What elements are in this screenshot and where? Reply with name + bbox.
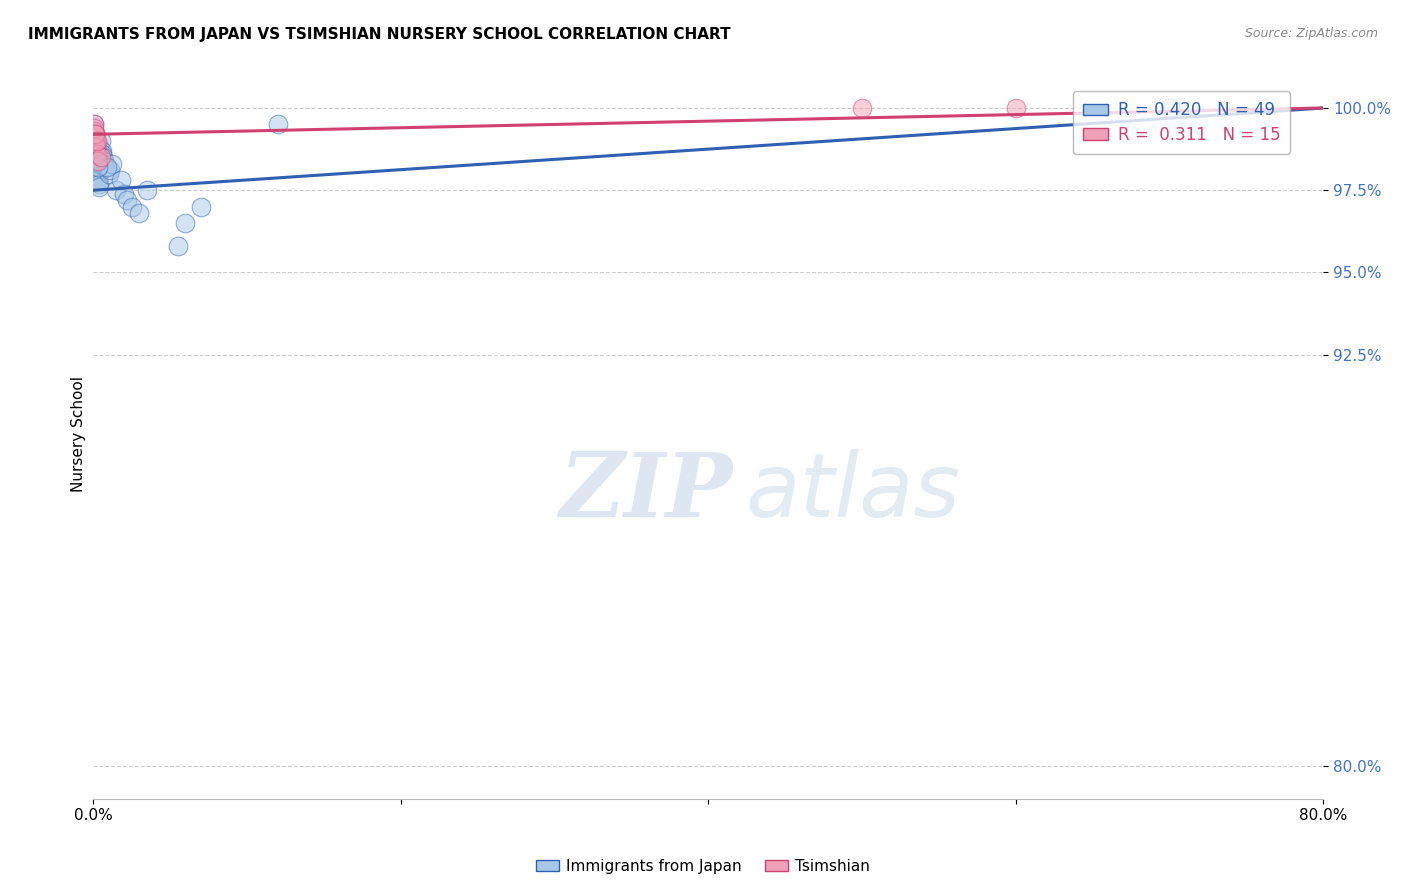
Point: [86, 147, 108, 161]
Point: [87, 170, 110, 185]
Y-axis label: Nursery School: Nursery School: [72, 376, 86, 491]
Point: [84, 140, 107, 154]
Point: [84, 134, 107, 148]
Point: [89, 157, 111, 171]
Point: [166, 239, 188, 253]
Legend: R = 0.420   N = 49, R =  0.311   N = 15: R = 0.420 N = 49, R = 0.311 N = 15: [1073, 92, 1291, 154]
Point: [84, 128, 107, 142]
Point: [87, 153, 110, 168]
Point: [86, 157, 108, 171]
Point: [190, 200, 212, 214]
Point: [174, 216, 197, 230]
Point: [121, 200, 143, 214]
Text: IMMIGRANTS FROM JAPAN VS TSIMSHIAN NURSERY SCHOOL CORRELATION CHART: IMMIGRANTS FROM JAPAN VS TSIMSHIAN NURSE…: [28, 27, 731, 42]
Point: [86, 153, 108, 168]
Point: [267, 118, 290, 132]
Point: [84, 150, 107, 164]
Point: [83, 130, 105, 145]
Text: ZIP: ZIP: [560, 449, 733, 535]
Point: [1159, 101, 1181, 115]
Point: [87, 177, 110, 191]
Point: [86, 163, 108, 178]
Point: [89, 140, 111, 154]
Text: atlas: atlas: [745, 449, 960, 535]
Point: [89, 150, 111, 164]
Legend: Immigrants from Japan, Tsimshian: Immigrants from Japan, Tsimshian: [530, 853, 876, 880]
Point: [83, 118, 105, 132]
Point: [86, 167, 108, 181]
Point: [115, 193, 138, 207]
Point: [94, 160, 117, 174]
Point: [91, 147, 114, 161]
Point: [86, 153, 108, 168]
Point: [100, 157, 122, 171]
Point: [112, 186, 135, 201]
Point: [90, 144, 112, 158]
Point: [87, 160, 110, 174]
Point: [84, 147, 107, 161]
Point: [86, 134, 108, 148]
Point: [97, 167, 120, 181]
Point: [84, 134, 107, 148]
Point: [84, 140, 107, 154]
Point: [83, 120, 105, 135]
Point: [87, 180, 110, 194]
Point: [136, 183, 159, 197]
Text: Source: ZipAtlas.com: Source: ZipAtlas.com: [1244, 27, 1378, 40]
Point: [83, 124, 105, 138]
Point: [86, 147, 108, 161]
Point: [83, 130, 105, 145]
Point: [91, 150, 114, 164]
Point: [1004, 101, 1026, 115]
Point: [84, 144, 107, 158]
Point: [851, 101, 873, 115]
Point: [98, 163, 121, 178]
Point: [96, 160, 118, 174]
Point: [86, 160, 108, 174]
Point: [83, 128, 105, 142]
Point: [84, 140, 107, 154]
Point: [128, 206, 150, 220]
Point: [105, 183, 128, 197]
Point: [83, 124, 105, 138]
Point: [90, 150, 112, 164]
Point: [87, 173, 110, 187]
Point: [84, 137, 107, 152]
Point: [84, 137, 107, 152]
Point: [84, 128, 107, 142]
Point: [93, 153, 115, 168]
Point: [110, 173, 132, 187]
Point: [84, 134, 107, 148]
Point: [83, 118, 105, 132]
Point: [90, 134, 112, 148]
